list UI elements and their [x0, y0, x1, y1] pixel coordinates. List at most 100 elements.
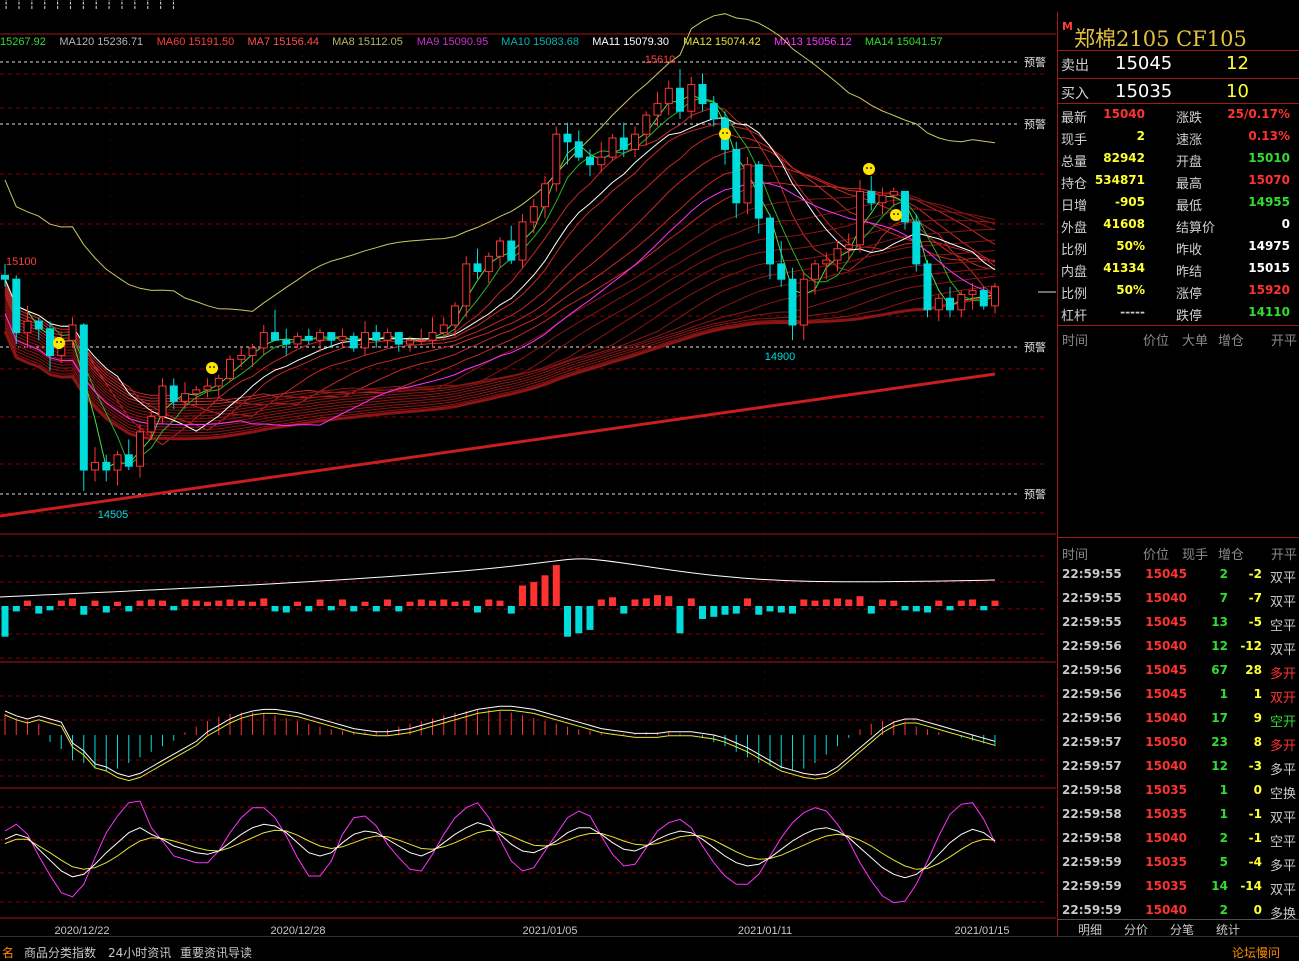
candle-body	[799, 278, 808, 326]
forum-link[interactable]: 论坛慢问	[1232, 946, 1281, 960]
column-header: 大单	[1182, 334, 1209, 349]
tab-1[interactable]: 分价	[1124, 923, 1149, 937]
candle-body	[248, 347, 257, 356]
toolbar-icons[interactable]: ┊ ┊ ┊ ┊ ┊ ┊ ┊ ┊ ┊ ┊ ┊ ┊ ┊ ┊	[2, 0, 178, 10]
tab-2[interactable]: 分笔	[1170, 923, 1195, 937]
candle-body	[642, 114, 651, 135]
candle-body	[361, 332, 369, 349]
smiley-eye	[722, 132, 724, 134]
volume-bar	[350, 606, 358, 612]
tick-price: 15035	[1145, 807, 1187, 821]
tick-oi: -2	[1248, 567, 1262, 581]
smiley-icon	[719, 128, 731, 140]
link-headlines[interactable]: 重要资讯导读	[180, 946, 253, 960]
candle-body	[214, 377, 223, 387]
quote-label: 现手	[1061, 133, 1088, 148]
candle-body	[428, 332, 437, 341]
ma-legend-item: MA60 15191.50	[157, 36, 235, 48]
candle-body	[777, 263, 786, 280]
quote-label: 最低	[1176, 199, 1203, 214]
candle-body	[372, 332, 381, 341]
tick-volume: 7	[1219, 591, 1228, 605]
quote-value: 15920	[1248, 283, 1290, 297]
volume-bar	[282, 606, 290, 613]
bid-row: 买入 15035 10	[1058, 78, 1299, 106]
quote-label: 最新	[1061, 111, 1088, 126]
candle-body	[766, 217, 774, 265]
volume-bar	[80, 606, 88, 615]
candle-body	[518, 221, 527, 261]
volume-bar	[429, 600, 436, 606]
tick-oi: -12	[1240, 639, 1262, 653]
candle-body	[68, 324, 77, 341]
candle-body	[304, 335, 313, 341]
tick-time: 22:59:57	[1062, 759, 1122, 773]
quote-label: 日增	[1061, 199, 1088, 214]
candle-body	[417, 339, 426, 342]
macd-dea	[4, 709, 996, 782]
candle-body	[203, 385, 212, 391]
candle-body	[23, 320, 32, 334]
quote-label: 速涨	[1176, 133, 1203, 148]
tick-type: 多开	[1269, 739, 1296, 754]
volume-bar	[125, 606, 133, 612]
quote-value: 0	[1281, 217, 1290, 231]
tick-oi: 8	[1253, 735, 1262, 749]
tab-0[interactable]: 明细	[1078, 923, 1103, 937]
quote-row: 最新 15040 涨跌 25/0.17%	[1058, 104, 1299, 126]
volume-bar	[485, 599, 493, 606]
tick-price: 15035	[1145, 783, 1187, 797]
volume-bar	[732, 606, 740, 614]
symbol-title: M 郑棉2105 CF105	[1058, 16, 1299, 54]
volume-bar	[710, 606, 718, 617]
quote-value: 14110	[1248, 305, 1290, 319]
tab-3[interactable]: 统计	[1216, 923, 1241, 937]
volume-bar	[901, 606, 909, 611]
volume-bar	[991, 600, 999, 606]
candle-body	[316, 332, 324, 341]
detail-tabs: 明细 分价 分笔 统计	[1058, 919, 1299, 937]
quote-row: 内盘 41334 昨结 15015	[1058, 258, 1299, 280]
candle-body	[147, 416, 156, 433]
candle-body	[451, 305, 459, 326]
market-badge: M	[1062, 20, 1073, 33]
tick-volume: 1	[1219, 687, 1228, 701]
link-index[interactable]: 商品分类指数	[24, 946, 97, 960]
volume-bar	[519, 585, 526, 606]
volume-bar	[417, 599, 425, 606]
volume-bar	[395, 606, 403, 612]
volume-bar	[170, 606, 178, 611]
tick-type: 空平	[1269, 619, 1296, 634]
candle-body	[664, 87, 673, 105]
ma-line-thick	[0, 372, 996, 518]
tick-price: 15050	[1145, 735, 1187, 749]
candle-body	[237, 355, 246, 360]
tick-header: 时间 价位 现手 增仓 开平	[1058, 542, 1299, 563]
tick-price: 15040	[1145, 591, 1187, 605]
kdj-line	[4, 800, 996, 904]
quote-label: 昨收	[1176, 243, 1203, 258]
tick-volume: 2	[1219, 831, 1228, 845]
tick-row: 22:59:57 15050 23 8 多开	[1058, 730, 1299, 754]
column-header: 时间	[1062, 334, 1089, 349]
quote-value: 15040	[1103, 107, 1145, 121]
quote-value: 25/0.17%	[1227, 107, 1290, 121]
candle-body	[136, 431, 144, 467]
quote-label: 持仓	[1061, 177, 1088, 192]
tick-oi: 0	[1253, 903, 1262, 917]
volume-bar	[845, 599, 853, 606]
tick-price: 15035	[1145, 879, 1187, 893]
tick-row: 22:59:55 15045 2 -2 双平	[1058, 562, 1299, 586]
volume-bar	[91, 600, 99, 606]
quote-label: 开盘	[1176, 155, 1203, 170]
volume-bar	[530, 582, 538, 606]
candle-body	[991, 286, 999, 307]
link-news24[interactable]: 24小时资讯	[108, 946, 172, 960]
quote-label: 涨跌	[1176, 111, 1203, 126]
ma-line	[4, 275, 996, 434]
quote-label: 内盘	[1061, 265, 1088, 280]
volume-bar	[327, 606, 335, 611]
quote-value: 15015	[1248, 261, 1290, 275]
volume-bar	[665, 596, 673, 606]
quote-row: 日增 -905 最低 14955	[1058, 192, 1299, 214]
